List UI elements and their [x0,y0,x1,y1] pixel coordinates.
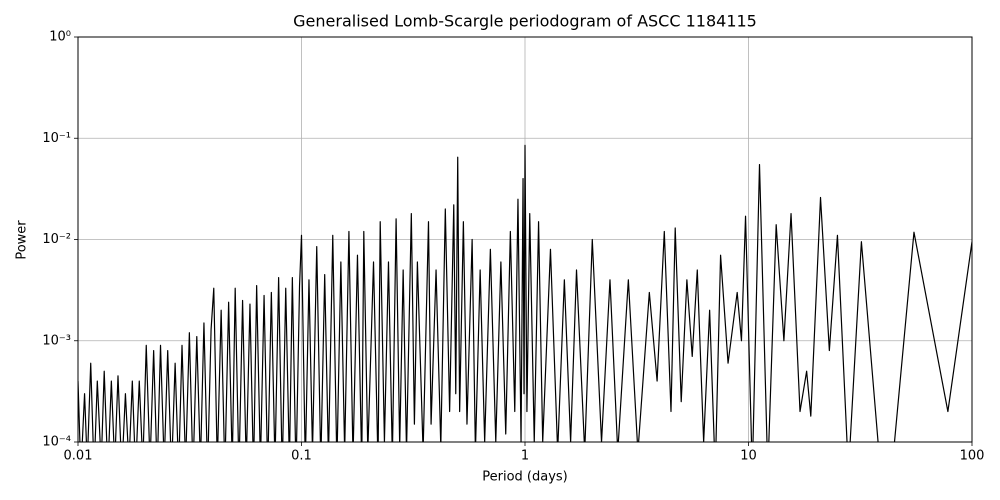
periodogram-line [78,144,972,442]
y-tick-label: 10⁻⁴ [42,435,71,450]
x-tick-label: 100 [960,449,985,464]
x-tick-label: 0.1 [291,449,312,464]
y-tick-label: 10⁰ [49,30,71,45]
y-tick-label: 10⁻³ [42,333,71,348]
x-tick-label: 0.01 [64,449,93,464]
y-tick-label: 10⁻² [42,232,71,247]
x-tick-label: 10 [740,449,757,464]
y-axis-label: Power [15,220,30,260]
x-tick-label: 1 [521,449,529,464]
plot-frame [77,36,973,443]
y-tick-label: 10⁻¹ [42,131,71,146]
x-axis-label: Period (days) [482,470,568,485]
chart-title: Generalised Lomb-Scargle periodogram of … [293,12,757,31]
